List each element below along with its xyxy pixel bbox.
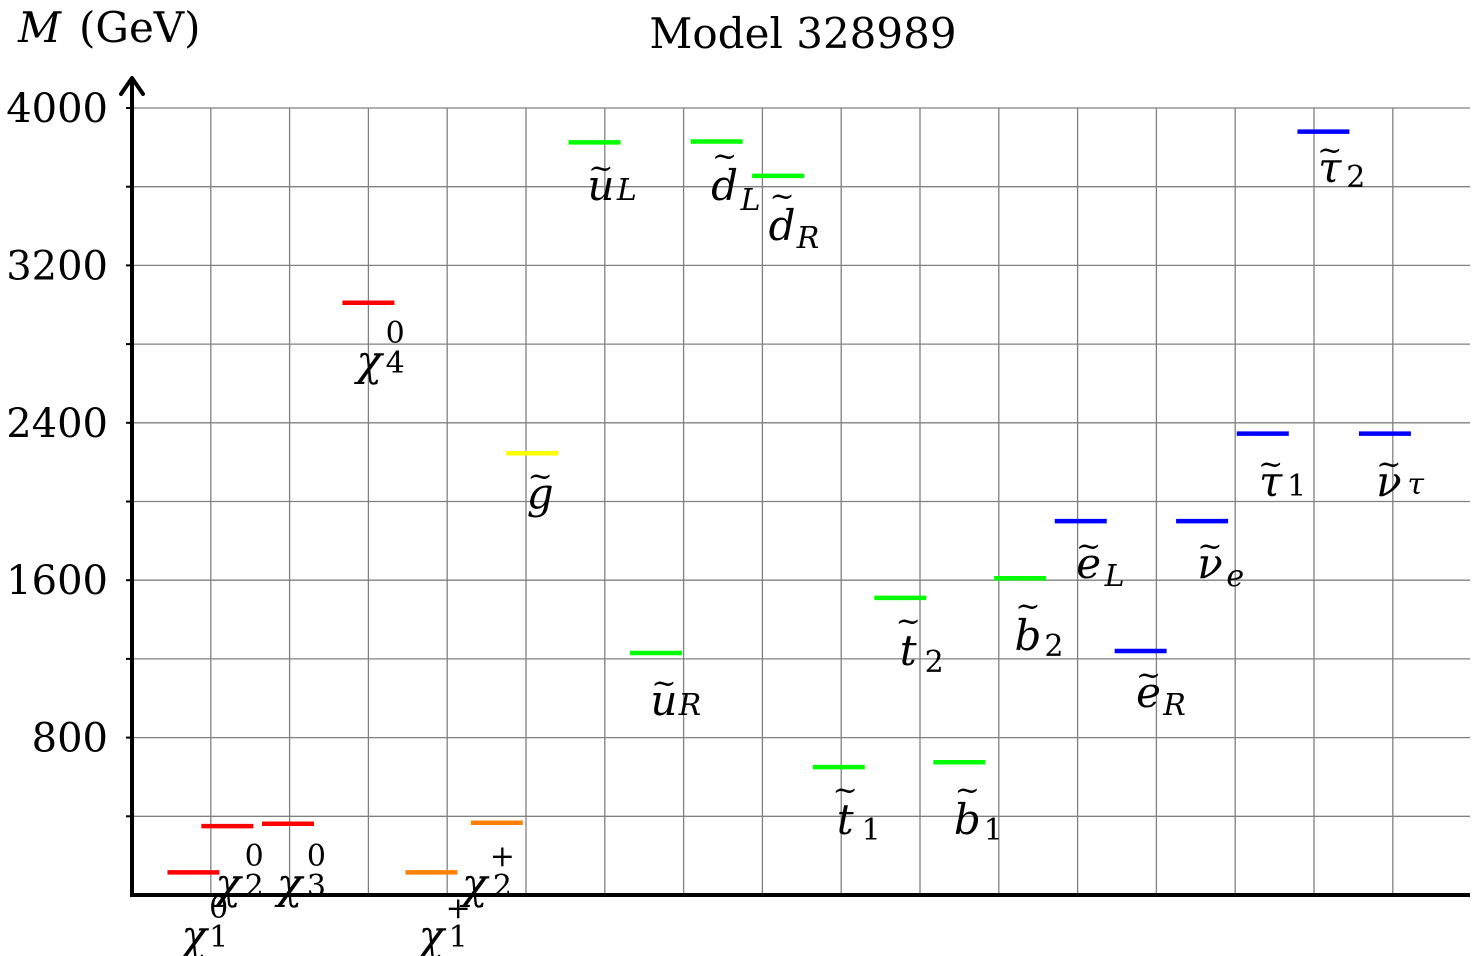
label-tilde-b1: ~: [955, 773, 980, 808]
label-sub-chi2p: 2: [493, 869, 512, 904]
label-sub-dL: L: [740, 183, 761, 218]
label-sub-t2: 2: [925, 645, 944, 680]
chart-title: Model 328989: [649, 9, 956, 58]
level-dL: d~L: [690, 139, 761, 218]
level-gluino: g~: [506, 451, 559, 518]
label-tilde-dL: ~: [712, 139, 737, 174]
label-tilde-nue: ~: [1197, 529, 1222, 564]
label-sub-uL: L: [616, 173, 637, 208]
label-sup-chi40: 0: [386, 316, 405, 351]
label-sub-b2: 2: [1044, 629, 1063, 664]
label-base-chi10: χ: [179, 911, 210, 956]
label-sub-eR: R: [1162, 688, 1186, 723]
label-sup-chi10: 0: [209, 891, 228, 926]
label-base-chi40: χ: [353, 336, 384, 385]
mass-levels: χ 10χ 20χ 30χ 40χ 1+χ 2+g~u~Lu~Rd~Ld~Rt~1t~2b~…: [167, 129, 1424, 956]
y-axis-unit: (GeV): [79, 3, 201, 52]
label-sup-chi20: 0: [245, 839, 264, 874]
label-sub-nue: e: [1226, 559, 1244, 594]
label-base-nutau: ν: [1376, 457, 1402, 506]
y-tick-label: 3200: [6, 243, 108, 289]
label-tilde-gluino: ~: [528, 459, 553, 494]
label-sub-b1: 1: [984, 813, 1003, 848]
label-base-dR: d: [769, 201, 796, 250]
label-tilde-t1: ~: [833, 773, 858, 808]
y-axis-label: M (GeV): [17, 3, 201, 52]
label-tilde-b2: ~: [1015, 589, 1040, 624]
label-sub-uR: R: [678, 688, 702, 723]
y-tick-label: 4000: [6, 86, 108, 132]
label-sub-dR: R: [796, 221, 820, 256]
label-base-uR: u: [650, 676, 677, 725]
level-chi1p: χ 1+: [405, 870, 471, 956]
label-sup-chi30: 0: [307, 839, 326, 874]
y-axis-symbol: M: [17, 3, 62, 52]
label-base-chi20: χ: [212, 859, 243, 908]
label-sub-chi30: 3: [307, 869, 326, 904]
grid-lines: [132, 107, 1470, 895]
label-sub-nutau: τ: [1407, 467, 1424, 502]
label-sup-chi2p: +: [490, 839, 515, 874]
y-tick-label: 1600: [6, 558, 108, 604]
label-base-chi2p: χ: [459, 859, 490, 908]
y-axis-ticks: 800 1600 2400 3200 4000: [6, 86, 132, 818]
y-tick-label: 800: [32, 716, 108, 762]
level-chi2p: χ 2+: [459, 820, 523, 908]
label-base-t1: t: [837, 795, 854, 844]
level-t1: t~1: [812, 764, 881, 848]
label-base-t2: t: [900, 626, 917, 675]
label-base-tau2: τ: [1318, 143, 1342, 192]
level-b1: b~1: [933, 759, 1003, 848]
level-uL: u~L: [568, 140, 637, 210]
level-chi10: χ 10: [167, 870, 228, 956]
label-base-b1: b: [954, 795, 981, 844]
level-nue: ν~e: [1176, 518, 1244, 594]
level-chi40: χ 40: [342, 300, 405, 385]
y-axis-arrowhead: [119, 76, 145, 96]
label-tilde-eR: ~: [1136, 658, 1161, 693]
level-uR: u~R: [630, 650, 702, 725]
label-tilde-uL: ~: [588, 151, 613, 186]
label-tilde-uR: ~: [651, 666, 676, 701]
label-tilde-tau2: ~: [1317, 133, 1342, 168]
level-tau1: τ~1: [1236, 431, 1306, 506]
label-base-eR: e: [1136, 668, 1161, 717]
label-sub-t1: 1: [862, 813, 881, 848]
label-base-nue: ν: [1197, 539, 1223, 588]
label-tilde-t2: ~: [896, 604, 921, 639]
level-b2: b~2: [994, 575, 1064, 664]
axes: [119, 76, 1470, 897]
label-base-chi30: χ: [274, 859, 305, 908]
label-base-b2: b: [1015, 611, 1042, 660]
level-eL: e~L: [1054, 518, 1125, 594]
level-nutau: ν~τ: [1358, 431, 1424, 506]
label-sup-chi1p: +: [446, 891, 471, 926]
label-sub-eL: L: [1104, 559, 1125, 594]
label-sub-tau2: 2: [1346, 160, 1365, 195]
label-sub-chi20: 2: [245, 869, 264, 904]
label-tilde-tau1: ~: [1258, 447, 1283, 482]
level-t2: t~2: [874, 595, 944, 680]
label-base-chi1p: χ: [416, 911, 447, 956]
level-tau2: τ~2: [1297, 129, 1365, 195]
level-chi20: χ 20: [201, 823, 264, 908]
level-chi30: χ 30: [262, 821, 326, 908]
level-dR: d~R: [752, 173, 820, 256]
label-base-gluino: g: [527, 469, 554, 518]
y-tick-label: 2400: [6, 401, 108, 447]
label-sub-chi10: 1: [209, 920, 228, 955]
label-base-dL: d: [711, 161, 738, 210]
label-tilde-nutau: ~: [1376, 447, 1401, 482]
label-base-eL: e: [1076, 539, 1101, 588]
level-eR: e~R: [1114, 648, 1186, 723]
label-tilde-eL: ~: [1076, 529, 1101, 564]
label-sub-tau1: 1: [1287, 469, 1306, 504]
label-tilde-dR: ~: [770, 179, 795, 214]
label-sub-chi1p: 1: [449, 920, 468, 955]
label-base-uL: u: [587, 161, 614, 210]
label-sub-chi40: 4: [386, 346, 405, 381]
label-base-tau1: τ: [1259, 457, 1283, 506]
